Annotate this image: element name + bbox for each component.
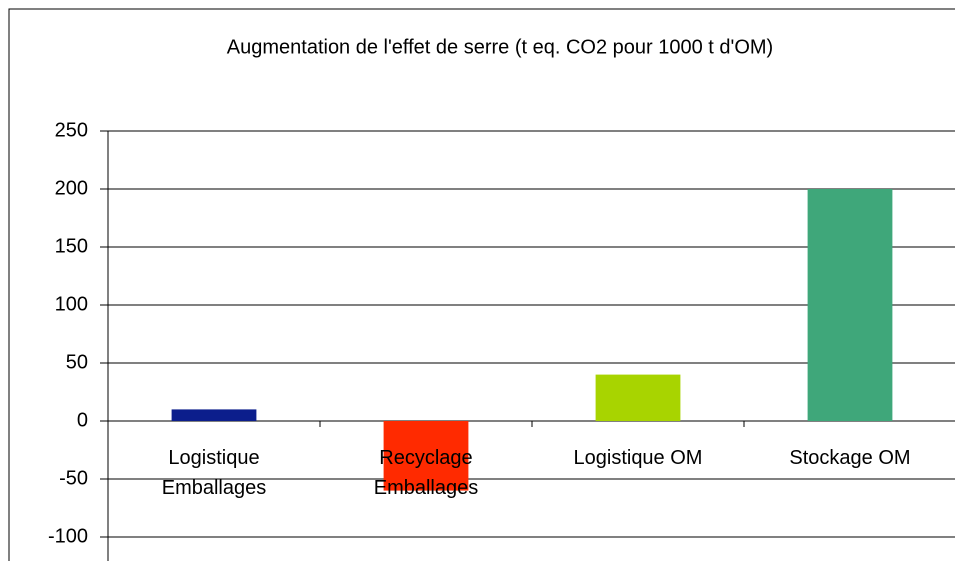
y-tick-label: -50 xyxy=(59,467,88,489)
bar xyxy=(595,374,681,421)
x-tick-label-box: Logistique OM xyxy=(573,447,703,469)
x-tick-label: Logistique OM xyxy=(573,447,703,469)
chart-title: Augmentation de l'effet de serre (t eq. … xyxy=(227,36,773,58)
x-tick-label-box: Stockage OM xyxy=(789,447,911,469)
x-tick-label: Logistique Emballages xyxy=(161,447,267,499)
y-tick-label: 200 xyxy=(55,177,88,199)
bar xyxy=(171,409,257,421)
bar xyxy=(807,189,893,421)
y-tick-label: -100 xyxy=(48,525,88,547)
y-tick-label: 250 xyxy=(55,119,88,141)
x-tick-label: Stockage OM xyxy=(789,447,911,469)
y-tick-label: 150 xyxy=(55,235,88,257)
bar xyxy=(383,421,469,491)
y-tick-label: 100 xyxy=(55,293,88,315)
x-tick-label: Recyclage Emballages xyxy=(373,447,479,499)
x-tick-label-box: Logistique Emballages xyxy=(161,447,267,499)
y-tick-label: 50 xyxy=(66,351,88,373)
y-tick-label: 0 xyxy=(77,409,88,431)
chart-frame xyxy=(8,8,955,561)
x-tick-label-box: Recyclage Emballages xyxy=(373,447,479,499)
